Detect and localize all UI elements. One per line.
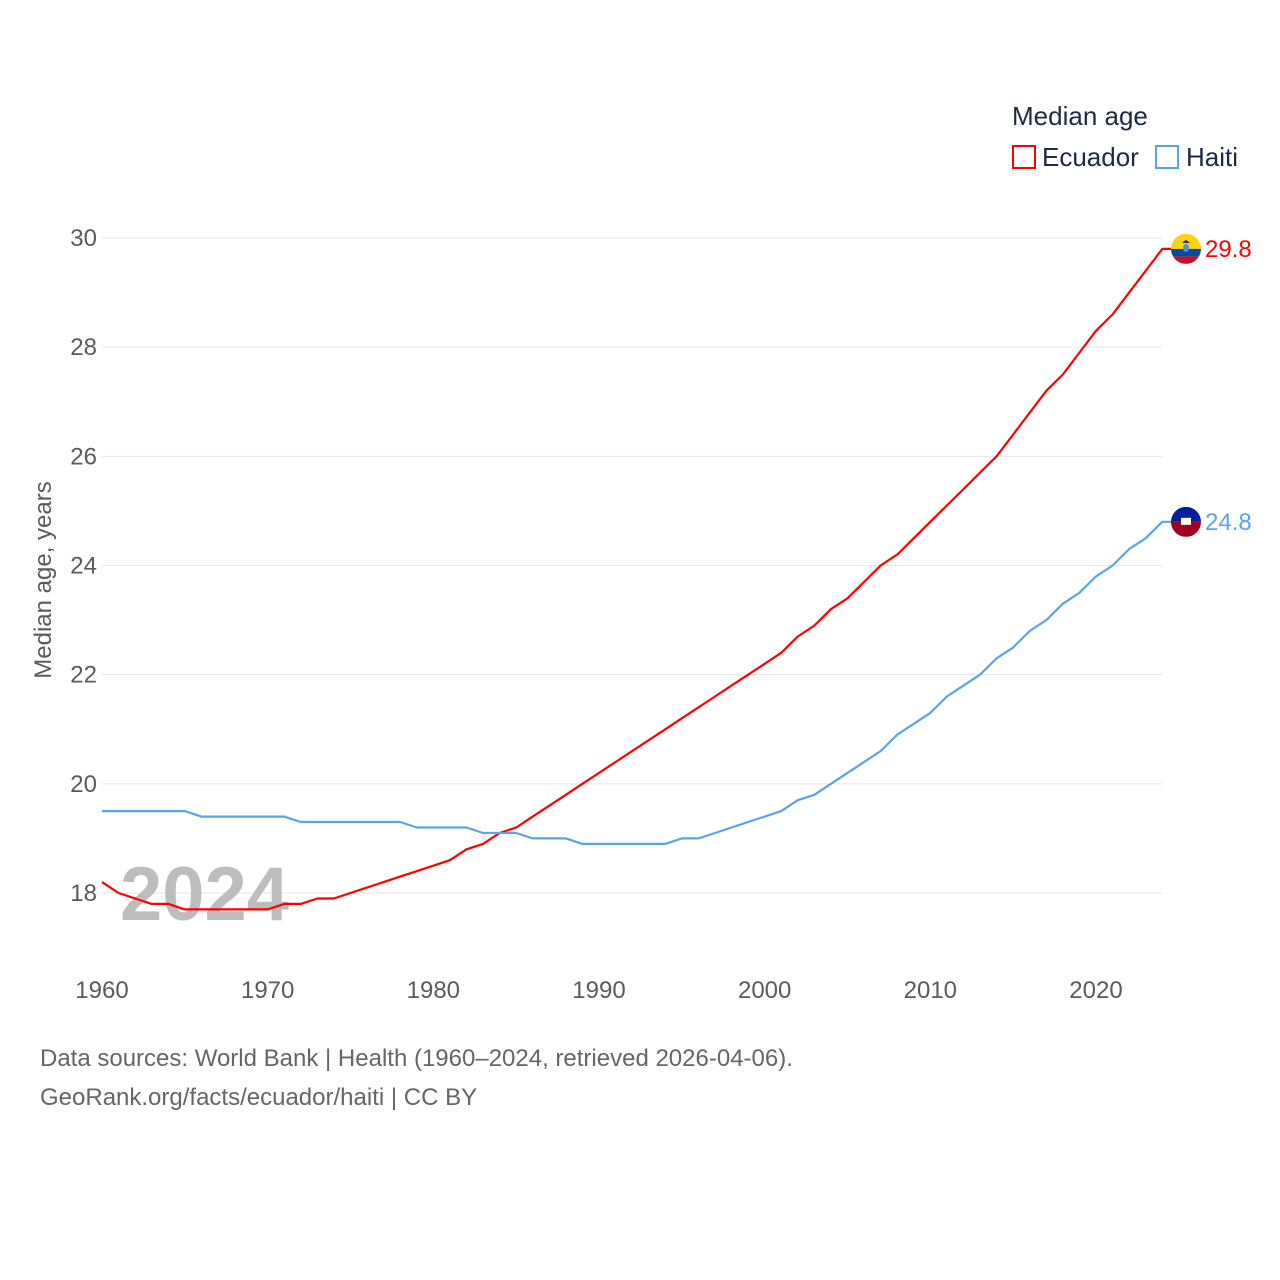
- flag-body: [1171, 506, 1201, 537]
- x-tick-1970: 1970: [241, 977, 294, 1004]
- x-tick-2010: 2010: [904, 977, 957, 1004]
- y-tick-26: 26: [70, 443, 97, 470]
- legend-swatch-ecuador[interactable]: [1012, 145, 1036, 169]
- x-tick-1960: 1960: [75, 977, 128, 1004]
- flag-condor: [1182, 239, 1190, 243]
- y-axis-label: Median age, years: [30, 481, 57, 678]
- legend-swatch-haiti[interactable]: [1155, 145, 1179, 169]
- legend-title: Median age: [1012, 101, 1148, 131]
- end-value-haiti: 24.8: [1205, 509, 1252, 536]
- gridlines: [102, 237, 1162, 894]
- flag-emblem: [1183, 243, 1189, 252]
- end-value-ecuador: 29.8: [1205, 236, 1252, 263]
- legend-label-haiti[interactable]: Haiti: [1186, 142, 1238, 172]
- x-tick-2020: 2020: [1069, 977, 1122, 1004]
- flag-body: [1171, 233, 1201, 264]
- year-watermark: 2024: [120, 852, 289, 937]
- line-ecuador: [101, 247, 1172, 911]
- flag-red: [1171, 521, 1201, 537]
- flag-haiti-icon: [1171, 506, 1201, 537]
- source-line: Data sources: World Bank | Health (1960–…: [40, 1045, 793, 1072]
- flag-blue: [1171, 248, 1201, 257]
- y-tick-labels: 18 20 22 24 26 28 30: [70, 225, 97, 907]
- end-markers: 29.8 24.8: [1171, 233, 1252, 537]
- source-url[interactable]: GeoRank.org/facts/ecuador/haiti | CC BY: [40, 1084, 478, 1111]
- legend: Median age Ecuador Haiti: [1012, 101, 1238, 172]
- y-tick-20: 20: [70, 771, 97, 798]
- x-tick-2000: 2000: [738, 977, 791, 1004]
- x-tick-1980: 1980: [407, 977, 460, 1004]
- flag-emblem: [1181, 517, 1191, 525]
- flag-ecuador-icon: [1171, 233, 1201, 264]
- legend-label-ecuador[interactable]: Ecuador: [1042, 142, 1139, 172]
- y-tick-22: 22: [70, 662, 97, 689]
- x-tick-1990: 1990: [572, 977, 625, 1004]
- y-tick-28: 28: [70, 334, 97, 361]
- flag-blue: [1171, 506, 1201, 522]
- series-lines: [101, 247, 1172, 911]
- y-tick-30: 30: [70, 225, 97, 252]
- line-haiti: [102, 520, 1172, 845]
- flag-red: [1171, 256, 1201, 264]
- y-tick-24: 24: [70, 553, 97, 580]
- x-tick-labels: 1960 1970 1980 1990 2000 2010 2020: [75, 977, 1122, 1004]
- y-tick-18: 18: [70, 880, 97, 907]
